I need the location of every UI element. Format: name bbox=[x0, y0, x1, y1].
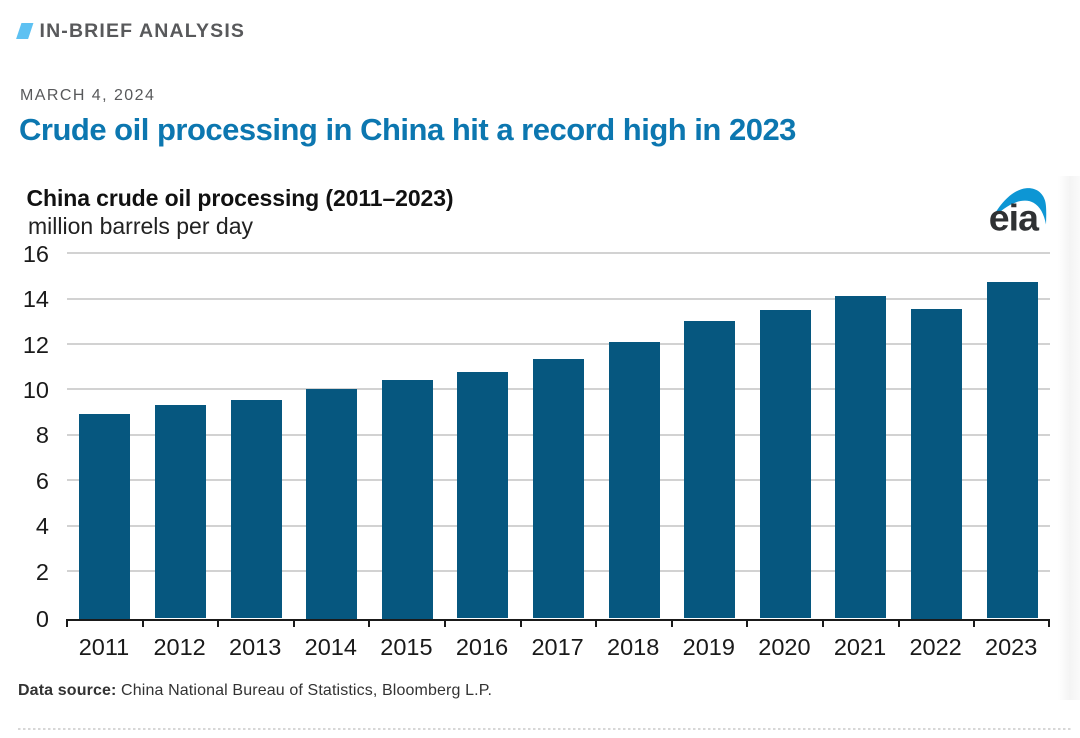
svg-text:eia: eia bbox=[989, 197, 1040, 237]
